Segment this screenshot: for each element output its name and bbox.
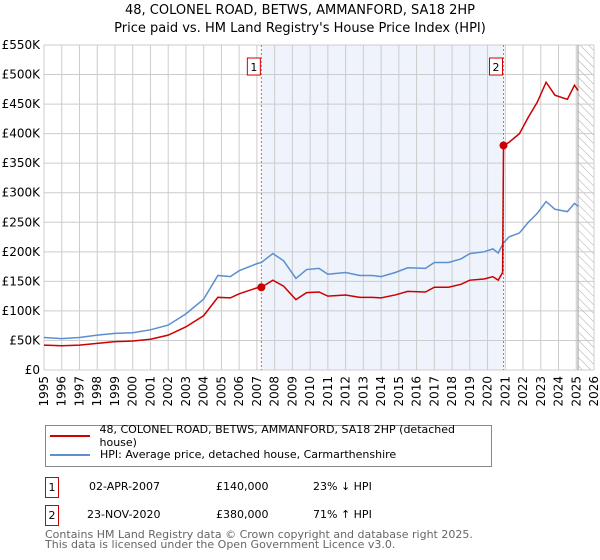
legend-label: HPI: Average price, detached house, Carm… [100,448,397,461]
y-tick-label: £450K [2,97,42,111]
x-tick-label: 2016 [410,376,424,407]
subtitle-line: Price paid vs. HM Land Registry's House … [114,21,486,36]
forecast-hatch [578,45,594,370]
sale-label-box [489,57,504,76]
legend-item-property: 48, COLONEL ROAD, BETWS, AMMANFORD, SA18… [46,423,491,449]
x-tick-label: 2012 [339,376,353,407]
y-tick-label: £0 [25,363,40,377]
y-tick-label: £200K [2,245,42,259]
sale-date: 02-APR-2007 [89,480,161,493]
x-tick-label: 1995 [37,376,51,407]
legend-label: 48, COLONEL ROAD, BETWS, AMMANFORD, SA18… [99,422,456,449]
y-tick-label: £350K [2,156,42,170]
sale-point [499,141,508,150]
sale-hpi-diff: 71% ↑ HPI [313,508,372,521]
x-tick-label: 2018 [445,376,459,407]
x-tick-label: 2015 [392,376,406,407]
sale-label: 1 [250,61,257,74]
x-tick-label: 2024 [552,376,566,407]
sale-row-2: 2 23-NOV-2020 £380,000 71% ↑ HPI [45,505,495,526]
y-tick-label: £500K [2,68,42,82]
x-tick-label: 2023 [534,376,548,407]
x-tick-label: 2000 [126,376,140,407]
sale-label-box [246,57,261,76]
footer-copyright: Contains HM Land Registry data © Crown c… [45,528,473,541]
sale-marker-label: 2 [45,505,59,526]
x-tick-label: 2020 [481,376,495,407]
x-tick-label: 2013 [356,376,370,407]
x-tick-label: 2022 [516,376,530,407]
x-tick-label: 2006 [232,376,246,407]
x-tick-label: 2003 [179,376,193,407]
legend: 48, COLONEL ROAD, BETWS, AMMANFORD, SA18… [45,423,492,467]
red-line-swatch [50,434,90,437]
sale-point [257,283,266,292]
x-tick-label: 2014 [374,376,388,407]
sale-hpi-diff: 23% ↓ HPI [313,480,372,493]
x-tick-label: 2026 [587,376,600,407]
x-tick-label: 2010 [303,376,317,407]
x-tick-label: 2011 [321,376,335,407]
price-paid-line [43,80,579,347]
shaded-region [261,45,504,370]
x-tick-label: 2021 [498,376,512,407]
x-tick-label: 2017 [427,376,441,407]
x-tick-label: 2025 [569,376,583,407]
x-tick-label: 1998 [90,376,104,407]
sale-price: £380,000 [216,508,269,521]
y-tick-label: £150K [2,274,42,288]
x-tick-label: 2019 [463,376,477,407]
hpi-line [43,200,579,340]
blue-line-swatch [50,453,90,456]
x-tick-label: 2007 [250,376,264,407]
y-tick-label: £100K [2,304,42,318]
y-tick-label: £50K [9,333,41,347]
footer-licence: This data is licensed under the Open Gov… [45,538,396,551]
y-tick-label: £250K [2,215,42,229]
y-tick-label: £400K [2,127,42,141]
chart-title: 48, COLONEL ROAD, BETWS, AMMANFORD, SA18… [0,2,600,38]
footer: Contains HM Land Registry data © Crown c… [45,528,473,551]
x-tick-label: 2002 [161,376,175,407]
sale-price: £140,000 [216,480,269,493]
legend-item-hpi: HPI: Average price, detached house, Carm… [46,445,491,464]
sale-marker-label: 1 [45,477,59,498]
x-tick-label: 1997 [72,376,86,407]
y-tick-label: £300K [2,186,42,200]
x-tick-label: 2001 [143,376,157,407]
sale-date: 23-NOV-2020 [87,508,161,521]
y-tick-label: £550K [2,38,42,52]
x-tick-label: 2009 [285,376,299,407]
sale-label: 2 [493,61,500,74]
sale-row-1: 1 02-APR-2007 £140,000 23% ↓ HPI [45,477,495,498]
x-tick-label: 1996 [55,376,69,407]
x-tick-label: 1999 [108,376,122,407]
x-tick-label: 2008 [268,376,282,407]
chart: 1995 1996 1997 1998 1999 2000 2001 2002 2003 2004… [2,38,600,407]
title-line: 48, COLONEL ROAD, BETWS, AMMANFORD, SA18… [125,3,475,18]
x-tick-label: 2005 [214,376,228,407]
x-tick-label: 2004 [197,376,211,407]
